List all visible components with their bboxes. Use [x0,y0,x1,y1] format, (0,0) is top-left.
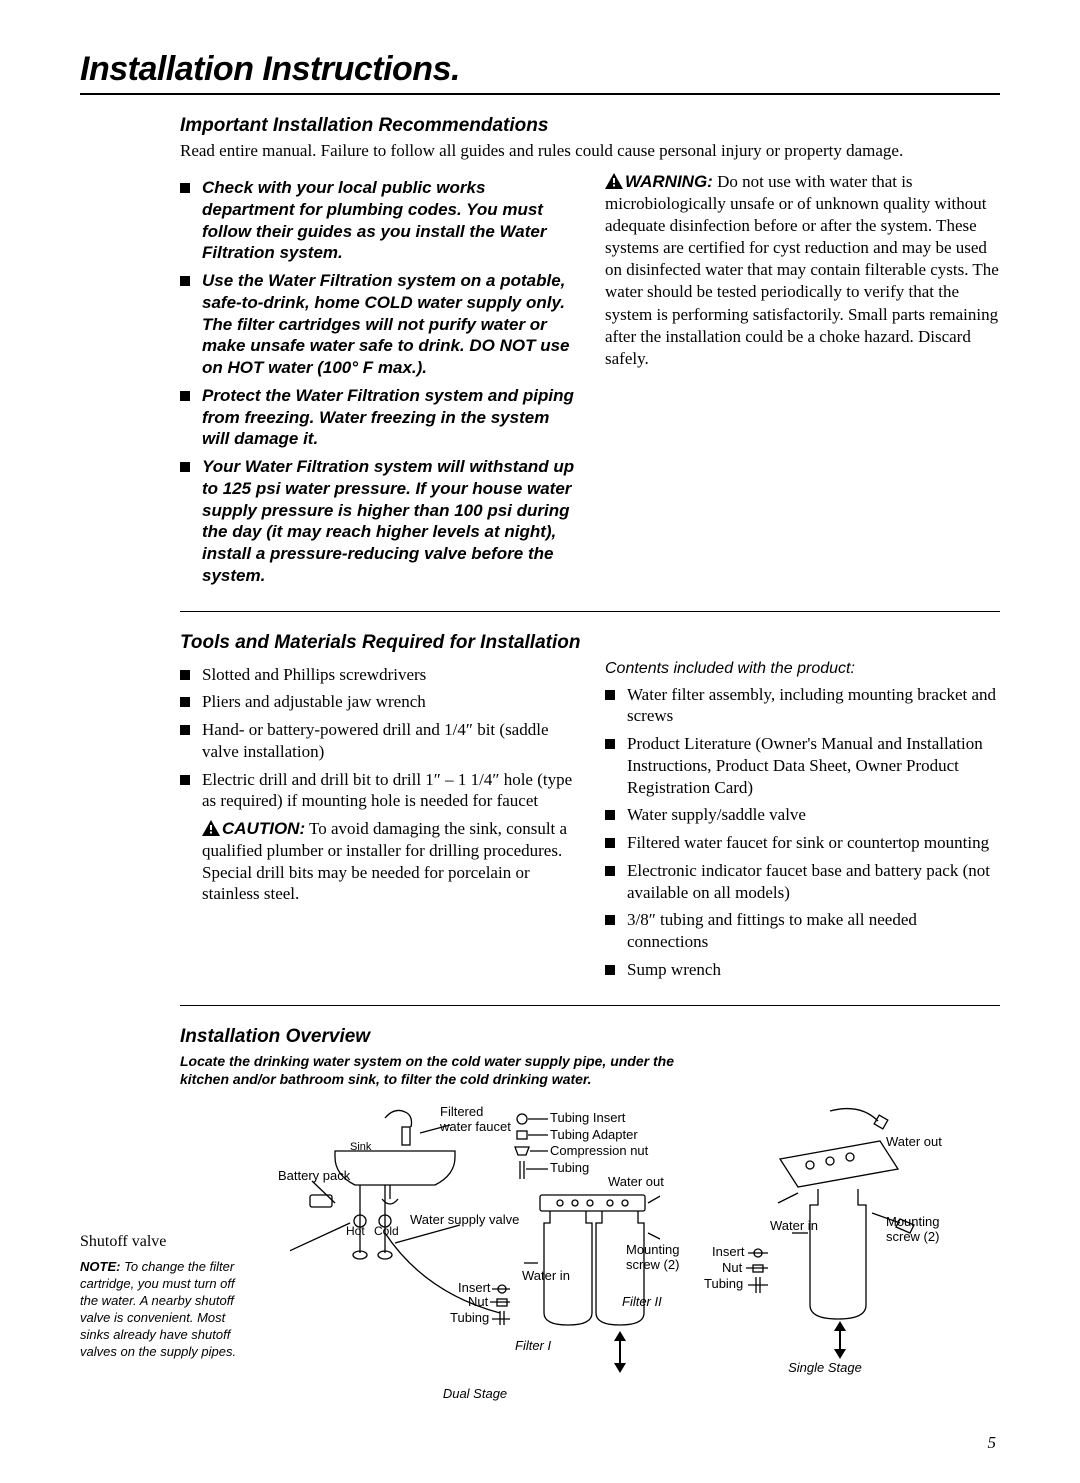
list-item: Filtered water faucet for sink or counte… [605,832,1000,854]
list-item: Pliers and adjustable jaw wrench [180,691,575,713]
label: Filteredwater faucet [440,1105,511,1135]
label: Mountingscrew (2) [886,1215,939,1245]
single-stage-diagram: Water out Water in Mountingscrew (2) Ins… [700,1103,950,1393]
tools-right-list: Water filter assembly, including mountin… [605,684,1000,981]
diagrams: Shutoff valve NOTE: To change the filter… [80,1103,1000,1413]
list-item: Electric drill and drill bit to drill 1″… [180,769,575,813]
warning-text: Do not use with water that is microbiolo… [605,172,999,368]
label: Tubing Adapter [550,1128,638,1143]
rule [180,611,1000,612]
contents-label: Contents included with the product: [605,660,1000,678]
single-caption: Single Stage [700,1361,950,1376]
list-item: Water supply/saddle valve [605,804,1000,826]
label-shutoff: Shutoff valve [80,1233,250,1251]
label: Battery pack [278,1169,350,1184]
section-recommendations: Important Installation Recommendations R… [80,115,1000,593]
page-root: Installation Instructions. Important Ins… [0,0,1080,1483]
list-item: Use the Water Filtration system on a pot… [180,270,575,379]
label: Water out [886,1135,942,1150]
label: Compression nut [550,1144,648,1159]
list-item: Electronic indicator faucet base and bat… [605,860,1000,904]
list-item: Protect the Water Filtration system and … [180,385,575,450]
list-item: Sump wrench [605,959,1000,981]
filter-change-note: NOTE: To change the filter cartridge, yo… [80,1259,250,1360]
note-label: NOTE: [80,1259,120,1274]
label: Mountingscrew (2) [626,1243,679,1273]
list-item: 3/8″ tubing and fittings to make all nee… [605,909,1000,953]
label: Filter II [622,1295,662,1310]
heading-tools: Tools and Materials Required for Install… [180,632,1000,654]
label: Sink [350,1141,371,1154]
page-number: 5 [80,1433,1000,1453]
label: Tubing [704,1277,743,1292]
warning-block: WARNING: Do not use with water that is m… [605,171,1000,370]
label: Nut [722,1261,742,1276]
label: Water in [770,1219,818,1234]
list-item: Your Water Filtration system will withst… [180,456,575,587]
label: Tubing [550,1161,589,1176]
label: Nut [468,1295,488,1310]
dual-stage-diagram: Filteredwater faucet Sink Battery pack H… [290,1103,660,1413]
warning-icon [605,173,623,189]
heading-overview: Installation Overview [180,1026,1000,1048]
section-tools: Tools and Materials Required for Install… [80,632,1000,987]
label: Cold [374,1225,399,1239]
rule [80,93,1000,95]
label: Water in [522,1269,570,1284]
list-item: Check with your local public works depar… [180,177,575,264]
label: Hot [346,1225,365,1239]
label: Water out [608,1175,664,1190]
tools-left-list: Slotted and Phillips screwdrivers Pliers… [180,664,575,813]
warning-label: WARNING: [625,172,713,191]
caution-block: CAUTION: To avoid damaging the sink, con… [180,818,575,905]
caution-label: CAUTION: [222,819,305,838]
label: Tubing [450,1311,489,1326]
label: Insert [712,1245,745,1260]
list-item: Hand- or battery-powered drill and 1/4″ … [180,719,575,763]
section-overview: Installation Overview Locate the drinkin… [80,1026,1000,1414]
list-item: Product Literature (Owner's Manual and I… [605,733,1000,798]
page-title: Installation Instructions. [80,50,1000,89]
warning-icon [202,820,220,836]
list-item: Slotted and Phillips screwdrivers [180,664,575,686]
heading-recs: Important Installation Recommendations [180,115,1000,137]
rule [180,1005,1000,1006]
list-item: Water filter assembly, including mountin… [605,684,1000,728]
dual-caption: Dual Stage [290,1387,660,1402]
recs-left-list: Check with your local public works depar… [180,177,575,587]
label: Water supply valve [410,1213,519,1228]
intro-text: Read entire manual. Failure to follow al… [180,141,1000,161]
label: Tubing Insert [550,1111,625,1126]
label: Filter I [515,1339,551,1354]
overview-note: Locate the drinking water system on the … [180,1052,700,1090]
